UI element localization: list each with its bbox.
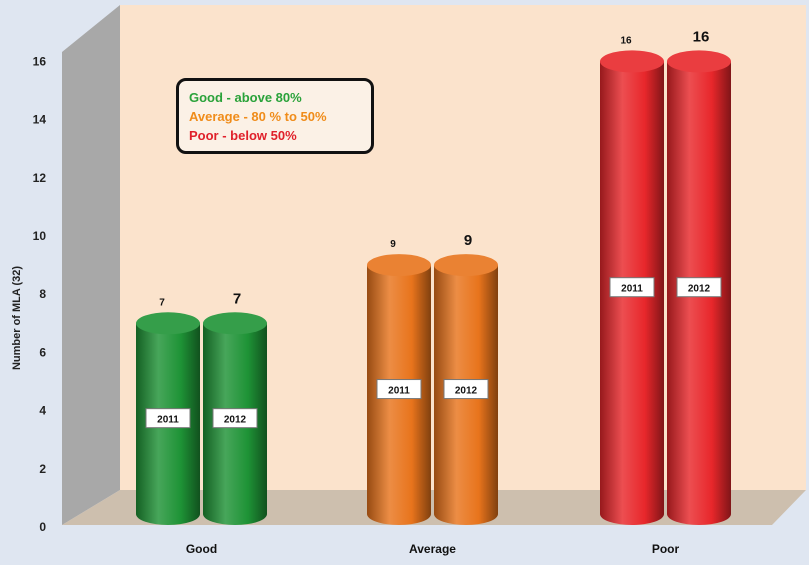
data-label: 16 (693, 28, 710, 45)
data-label: 16 (620, 35, 632, 46)
series-tag-box (609, 277, 655, 298)
y-axis-title: Number of MLA (32) (11, 266, 23, 370)
x-category-label: Poor (652, 542, 680, 556)
bar-average-2011: 2011 9 (367, 239, 431, 525)
series-tag-box (376, 379, 422, 400)
bar-average-2012: 2012 9 (434, 232, 498, 525)
series-tag-label: 2012 (455, 386, 478, 397)
legend-item-poor: Poor - below 50% (189, 128, 297, 143)
data-label: 7 (159, 297, 165, 308)
series-tag-box (145, 408, 191, 429)
legend-item-good: Good - above 80% (189, 90, 302, 105)
y-tick-label: 4 (39, 404, 46, 418)
series-tag-box (443, 379, 489, 400)
chart-side-wall (62, 5, 120, 525)
y-tick-label: 12 (33, 171, 47, 185)
bar-poor-2011: 2011 16 (600, 35, 664, 526)
bar-poor-2012: 2012 16 (667, 28, 731, 526)
y-tick-label: 2 (39, 462, 46, 476)
series-tag-label: 2011 (621, 284, 643, 295)
x-category-label: Good (186, 542, 217, 556)
series-tag-box (676, 277, 722, 298)
data-label: 9 (390, 239, 396, 250)
bar-good-2011: 2011 7 (136, 297, 200, 525)
bar-good-2012: 2012 7 (203, 290, 267, 525)
series-tag-label: 2011 (157, 415, 179, 426)
legend-item-average: Average - 80 % to 50% (189, 109, 327, 124)
y-tick-label: 6 (39, 345, 46, 359)
y-tick-label: 16 (33, 54, 47, 68)
series-tag-label: 2012 (224, 415, 247, 426)
x-category-label: Average (409, 542, 456, 556)
y-tick-label: 10 (33, 229, 47, 243)
series-tag-label: 2012 (688, 284, 711, 295)
y-tick-label: 0 (39, 520, 46, 534)
data-label: 9 (464, 232, 472, 249)
legend: Good - above 80% Average - 80 % to 50% P… (176, 78, 374, 154)
series-tag-label: 2011 (388, 386, 410, 397)
y-tick-label: 8 (39, 287, 46, 301)
data-label: 7 (233, 290, 241, 307)
series-tag-box (212, 408, 258, 429)
y-tick-label: 14 (33, 113, 47, 127)
